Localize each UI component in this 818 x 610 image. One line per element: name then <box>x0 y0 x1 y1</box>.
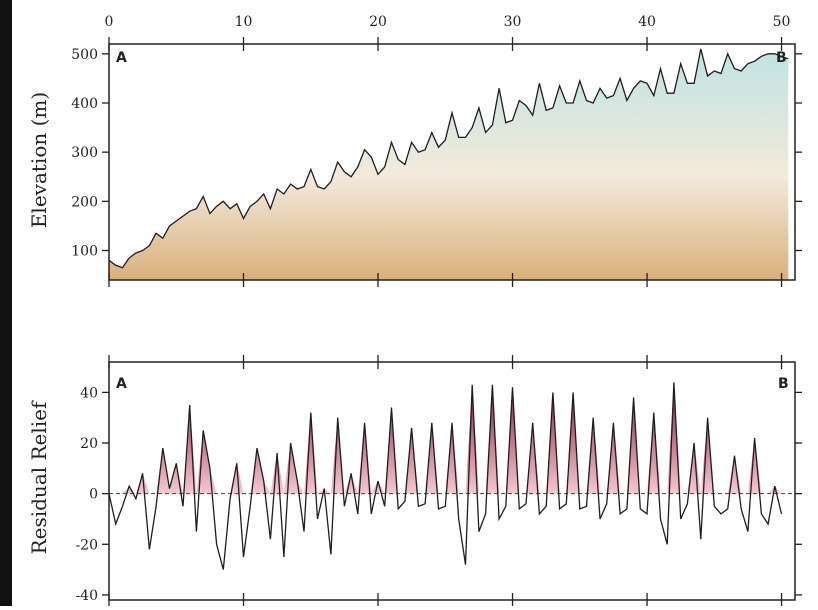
y-tick-label: 200 <box>71 194 98 210</box>
profile-end-label-b: B <box>776 50 787 66</box>
y-tick-label: 20 <box>80 436 98 452</box>
elevation-area <box>109 48 789 280</box>
elevation-line <box>109 48 789 269</box>
residual-relief-panel: -40 -20 0 20 40 Residual Relief A B <box>27 355 802 607</box>
residual-relief-line <box>109 382 783 570</box>
y-tick-label: -20 <box>75 537 98 553</box>
residual-relief-plot-frame <box>108 361 796 601</box>
elevation-plot-frame <box>108 43 796 281</box>
profile-start-label-a-bottom: A <box>116 376 127 392</box>
x-tick-label: 30 <box>504 14 522 30</box>
elevation-panel: 0 10 20 30 40 50 100 200 300 400 500 Elevation (m)… <box>27 14 802 287</box>
y-tick-label: 300 <box>71 145 98 161</box>
profile-end-label-b-bottom: B <box>778 376 789 392</box>
x-tick-label: 10 <box>235 14 253 30</box>
elevation-axis-title: Elevation (m) <box>27 92 51 228</box>
profile-start-label-a: A <box>116 50 127 66</box>
y-tick-label: 400 <box>71 96 98 112</box>
x-tick-label: 50 <box>773 14 791 30</box>
residual-relief-axis-title: Residual Relief <box>27 400 51 554</box>
x-tick-label: 40 <box>638 14 656 30</box>
y-tick-label: -40 <box>75 588 98 604</box>
x-tick-label: 20 <box>369 14 387 30</box>
y-tick-label: 100 <box>71 244 98 260</box>
y-tick-label: 0 <box>89 487 98 503</box>
y-tick-label: 500 <box>71 47 98 63</box>
residual-relief-positive-area <box>109 382 782 494</box>
left-edge-strip <box>0 0 12 606</box>
x-tick-label: 0 <box>105 14 114 30</box>
y-tick-label: 40 <box>80 385 98 401</box>
